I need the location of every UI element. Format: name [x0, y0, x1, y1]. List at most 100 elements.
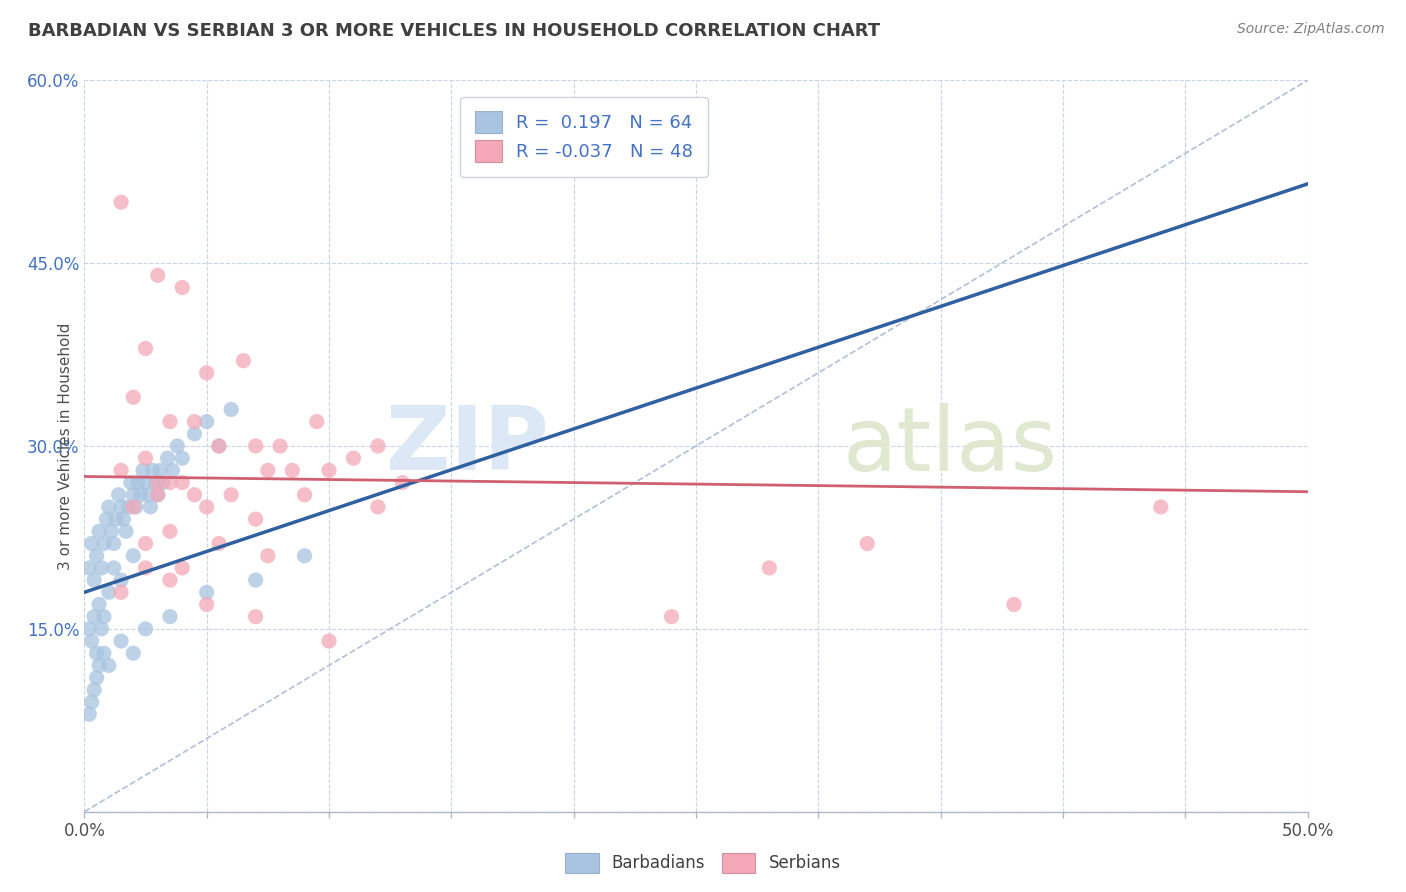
- Text: BARBADIAN VS SERBIAN 3 OR MORE VEHICLES IN HOUSEHOLD CORRELATION CHART: BARBADIAN VS SERBIAN 3 OR MORE VEHICLES …: [28, 22, 880, 40]
- Point: [135, 475, 157, 490]
- Point: [856, 536, 879, 550]
- Point: [93, 609, 115, 624]
- Point: [93, 536, 115, 550]
- Point: [110, 585, 132, 599]
- Point: [132, 463, 155, 477]
- Point: [146, 488, 169, 502]
- Point: [172, 475, 194, 490]
- Point: [97, 500, 120, 514]
- Point: [122, 500, 145, 514]
- Point: [100, 524, 122, 539]
- Point: [146, 488, 169, 502]
- Point: [83, 573, 105, 587]
- Point: [162, 463, 184, 477]
- Point: [219, 488, 242, 502]
- Point: [172, 561, 194, 575]
- Point: [245, 512, 267, 526]
- Point: [149, 463, 172, 477]
- Point: [115, 524, 138, 539]
- Point: [110, 195, 132, 210]
- Point: [77, 707, 100, 722]
- Point: [77, 622, 100, 636]
- Text: Source: ZipAtlas.com: Source: ZipAtlas.com: [1237, 22, 1385, 37]
- Point: [166, 439, 188, 453]
- Point: [661, 609, 683, 624]
- Point: [107, 488, 129, 502]
- Point: [97, 585, 120, 599]
- Point: [135, 536, 157, 550]
- Point: [195, 500, 218, 514]
- Point: [80, 634, 103, 648]
- Point: [159, 475, 181, 490]
- Point: [129, 488, 152, 502]
- Point: [159, 415, 181, 429]
- Point: [183, 426, 205, 441]
- Point: [87, 658, 110, 673]
- Point: [93, 646, 115, 660]
- Point: [125, 500, 148, 514]
- Point: [146, 475, 169, 490]
- Point: [97, 658, 120, 673]
- Point: [305, 415, 328, 429]
- Point: [86, 549, 108, 563]
- Point: [195, 415, 218, 429]
- Point: [86, 671, 108, 685]
- Point: [159, 524, 181, 539]
- Point: [90, 622, 112, 636]
- Point: [219, 402, 242, 417]
- Point: [367, 500, 389, 514]
- Point: [87, 598, 110, 612]
- Point: [257, 463, 280, 477]
- Point: [208, 439, 231, 453]
- Point: [136, 488, 159, 502]
- Point: [80, 695, 103, 709]
- Point: [83, 682, 105, 697]
- Point: [90, 561, 112, 575]
- Point: [183, 415, 205, 429]
- Point: [269, 439, 291, 453]
- Legend: Barbadians, Serbians: Barbadians, Serbians: [558, 847, 848, 880]
- Point: [110, 463, 132, 477]
- Point: [143, 475, 166, 490]
- Point: [758, 561, 780, 575]
- Point: [120, 475, 142, 490]
- Point: [294, 549, 316, 563]
- Point: [117, 500, 139, 514]
- Point: [103, 536, 125, 550]
- Point: [159, 609, 181, 624]
- Point: [87, 524, 110, 539]
- Point: [195, 366, 218, 380]
- Point: [80, 536, 103, 550]
- Legend: R =  0.197   N = 64, R = -0.037   N = 48: R = 0.197 N = 64, R = -0.037 N = 48: [460, 96, 707, 177]
- Point: [110, 573, 132, 587]
- Point: [127, 475, 149, 490]
- Point: [208, 536, 231, 550]
- Point: [367, 439, 389, 453]
- Point: [110, 500, 132, 514]
- Point: [110, 634, 132, 648]
- Point: [245, 439, 267, 453]
- Point: [122, 390, 145, 404]
- Point: [195, 585, 218, 599]
- Point: [86, 646, 108, 660]
- Point: [96, 512, 118, 526]
- Point: [77, 561, 100, 575]
- Point: [172, 280, 194, 294]
- Point: [281, 463, 304, 477]
- Point: [103, 561, 125, 575]
- Point: [139, 500, 162, 514]
- Point: [122, 488, 145, 502]
- Point: [318, 463, 340, 477]
- Point: [245, 573, 267, 587]
- Point: [135, 561, 157, 575]
- Point: [152, 475, 174, 490]
- Point: [105, 512, 128, 526]
- Point: [245, 609, 267, 624]
- Point: [183, 488, 205, 502]
- Point: [135, 451, 157, 466]
- Point: [318, 634, 340, 648]
- Point: [1002, 598, 1025, 612]
- Text: ZIP: ZIP: [387, 402, 550, 490]
- Point: [294, 488, 316, 502]
- Point: [342, 451, 364, 466]
